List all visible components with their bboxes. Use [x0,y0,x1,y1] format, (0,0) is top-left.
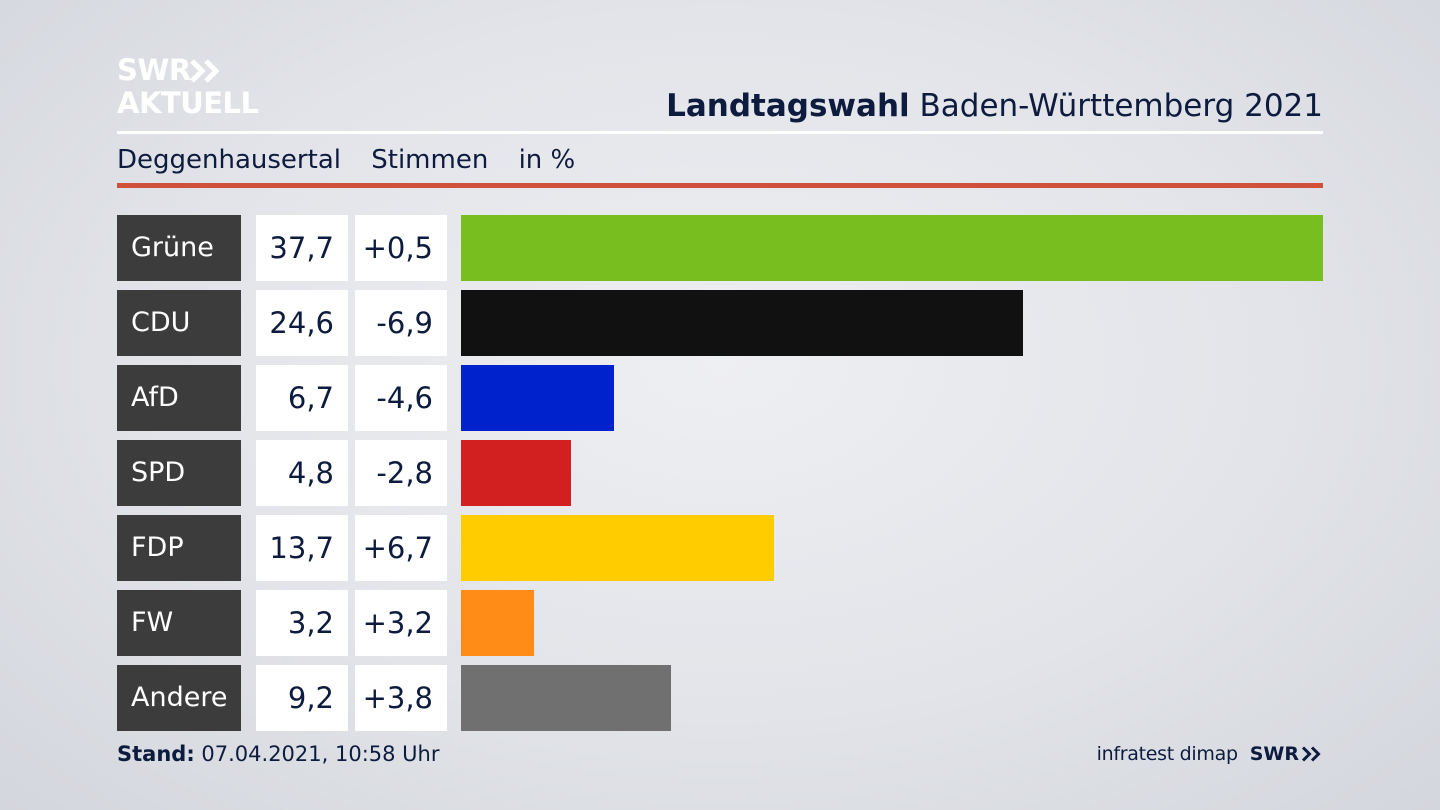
change-value: -6,9 [355,290,447,356]
logo-line-1: SWR [117,53,191,87]
result-row: CDU 24,6 -6,9 [0,290,1440,356]
bar-gr-ne [461,215,1323,281]
change-value: +0,5 [355,215,447,281]
title-rest: Baden-Württemberg 2021 [909,88,1324,124]
bar-spd [461,440,571,506]
party-label: SPD [117,440,241,506]
bar-fdp [461,515,774,581]
party-label: FW [117,590,241,656]
swr-aktuell-logo: SWR AKTUELL [117,54,277,120]
result-row: Grüne 37,7 +0,5 [0,215,1440,281]
party-label: Grüne [117,215,241,281]
percent-value: 4,8 [256,440,348,506]
percent-value: 6,7 [256,365,348,431]
source-label: infratest dimap [1096,743,1238,765]
party-label: CDU [117,290,241,356]
accent-divider [117,183,1323,188]
percent-value: 37,7 [256,215,348,281]
bar-andere [461,665,671,731]
bar-fw [461,590,534,656]
party-label: Andere [117,665,241,731]
stand-value: 07.04.2021, 10:58 Uhr [194,742,440,766]
percent-value: 9,2 [256,665,348,731]
timestamp: Stand: 07.04.2021, 10:58 Uhr [117,739,440,769]
party-label: FDP [117,515,241,581]
bar-cdu [461,290,1023,356]
double-chevron-icon [190,59,220,83]
result-row: AfD 6,7 -4,6 [0,365,1440,431]
unit-label: in % [518,145,576,175]
district-label: Deggenhausertal [117,145,341,175]
title-divider [117,131,1323,134]
brand-label: SWR [1249,743,1299,765]
result-row: FW 3,2 +3,2 [0,590,1440,656]
percent-value: 3,2 [256,590,348,656]
chart-subheader: Deggenhausertal Stimmen in % [117,141,597,179]
measure-label: Stimmen [371,145,489,175]
percent-value: 24,6 [256,290,348,356]
party-label: AfD [117,365,241,431]
result-row: SPD 4,8 -2,8 [0,440,1440,506]
title-bold: Landtagswahl [666,88,910,124]
double-chevron-icon [1301,746,1321,762]
change-value: +3,2 [355,590,447,656]
change-value: +3,8 [355,665,447,731]
bar-afd [461,365,614,431]
change-value: -2,8 [355,440,447,506]
percent-value: 13,7 [256,515,348,581]
change-value: -4,6 [355,365,447,431]
source-credit: infratest dimap SWR [1097,739,1323,769]
page-title: Landtagswahl Baden-Württemberg 2021 [666,86,1323,126]
logo-line-2: AKTUELL [117,86,259,120]
change-value: +6,7 [355,515,447,581]
result-row: Andere 9,2 +3,8 [0,665,1440,731]
stand-label: Stand: [117,742,195,766]
result-row: FDP 13,7 +6,7 [0,515,1440,581]
